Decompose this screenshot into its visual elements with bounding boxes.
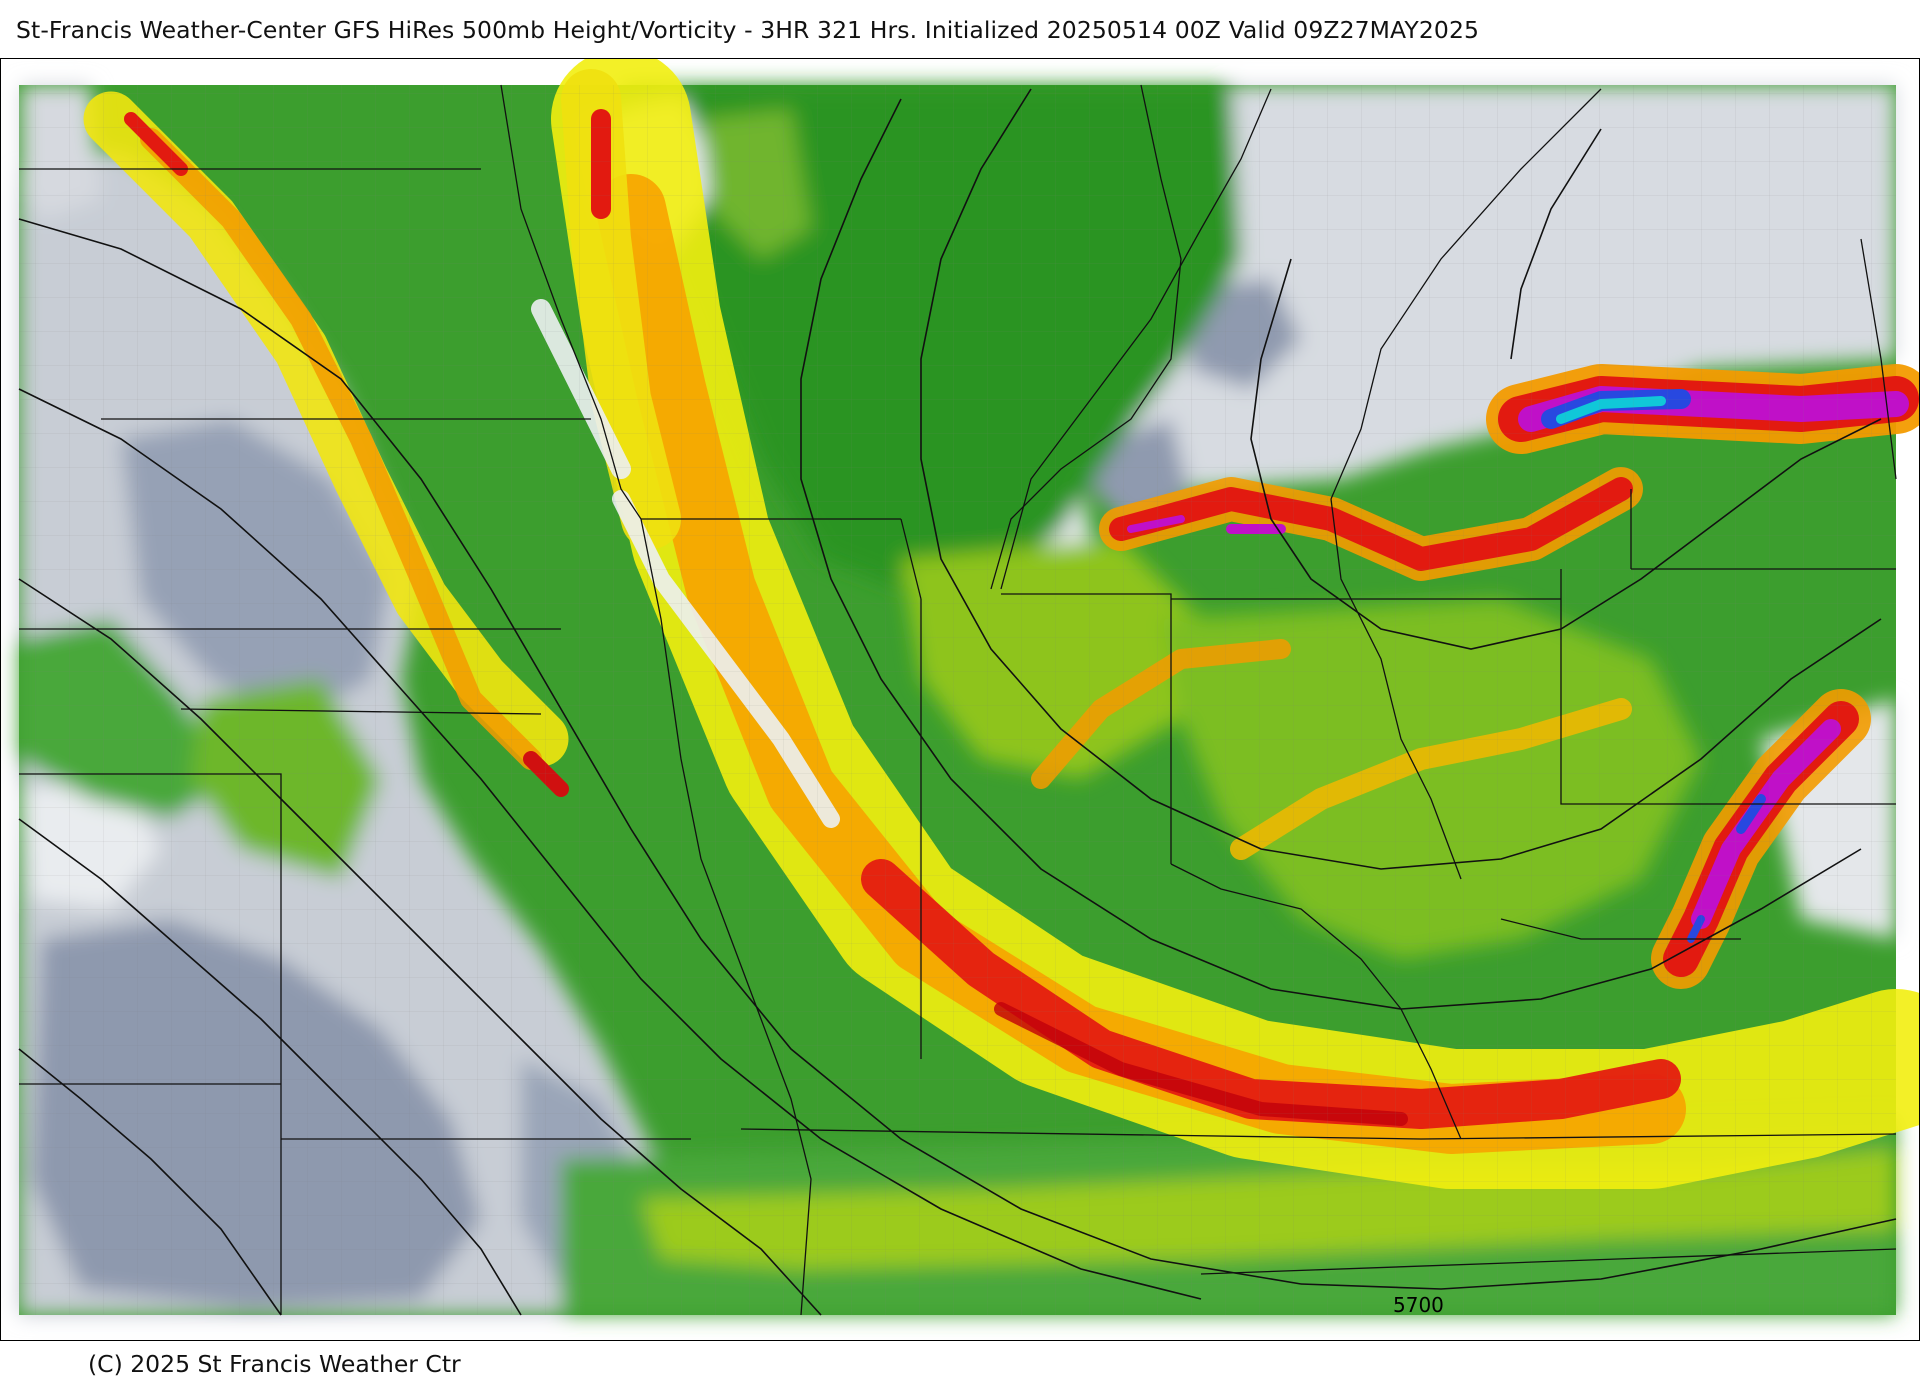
- map-frame: 5700: [0, 58, 1920, 1341]
- map-title: St-Francis Weather-Center GFS HiRes 500m…: [16, 16, 1480, 44]
- vorticity-map: 5700: [18, 59, 1919, 1317]
- height-contours: [18, 88, 1897, 1316]
- vorticity-field: [19, 59, 1919, 1315]
- contour-label-5700: 5700: [1393, 1293, 1444, 1317]
- state-boundaries: [19, 84, 1897, 1316]
- copyright-footer: (C) 2025 St Francis Weather Ctr: [88, 1350, 461, 1378]
